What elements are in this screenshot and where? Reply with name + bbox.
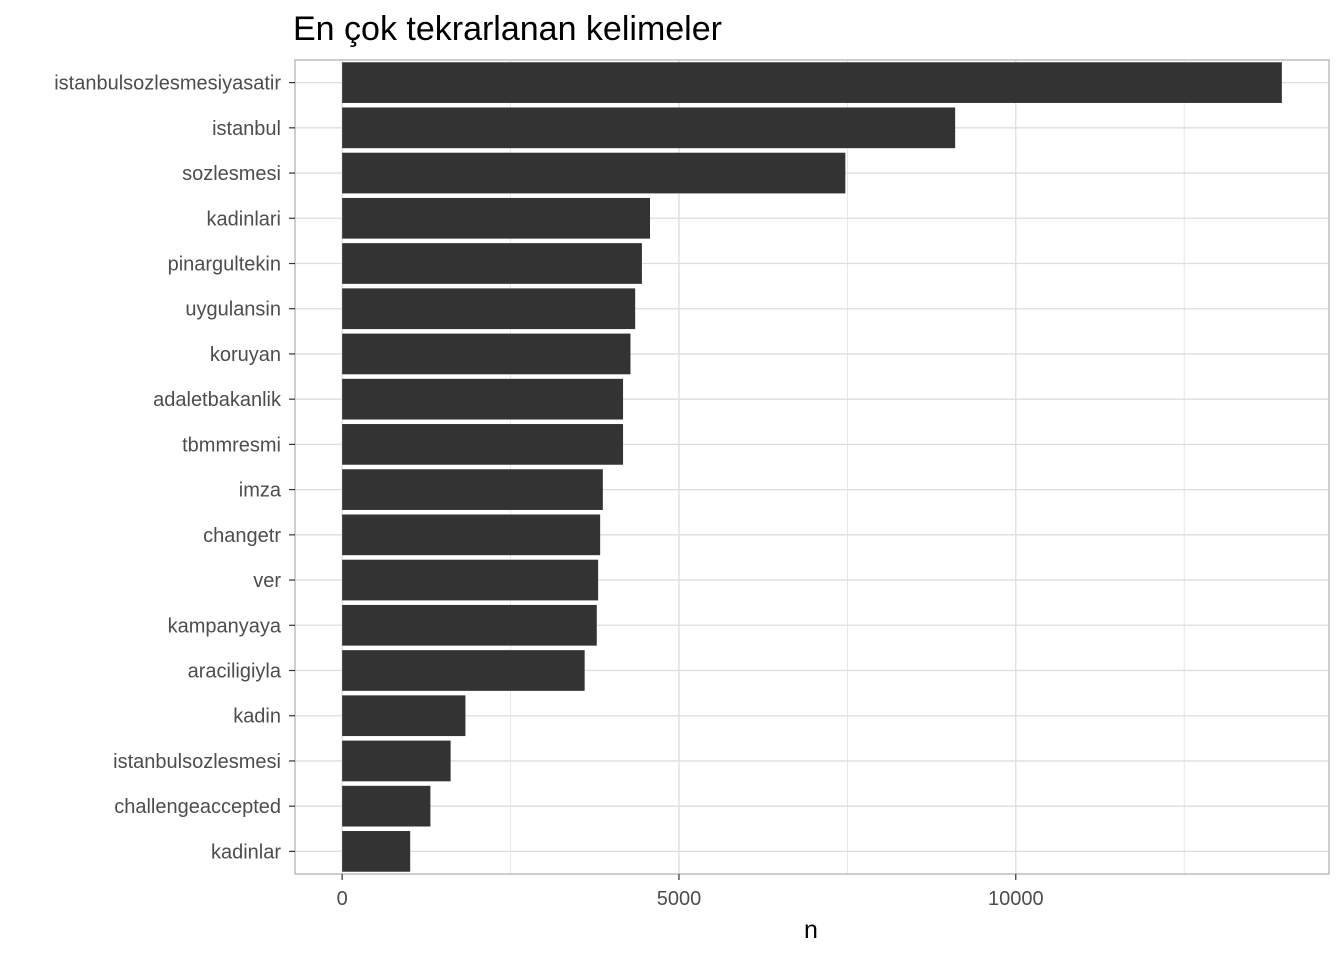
bars (342, 62, 1282, 872)
category-label: uygulansin (185, 299, 281, 321)
category-label: kampanyaya (168, 615, 282, 637)
bar-araciligiyla (342, 650, 585, 691)
category-labels: istanbulsozlesmesiyasatiristanbulsozlesm… (54, 73, 295, 863)
bar-challengeaccepted (342, 785, 431, 827)
category-label: sozlesmesi (182, 163, 281, 185)
category-label: koruyan (210, 344, 281, 366)
x-axis-title: n (804, 916, 818, 944)
bar-kampanyaya (342, 604, 597, 646)
x-tick-label: 0 (337, 888, 348, 910)
bar-istanbulsozlesmesi (342, 740, 451, 782)
category-label: adaletbakanlik (153, 389, 282, 411)
bar-changetr (342, 514, 601, 556)
category-label: istanbulsozlesmesiyasatir (54, 73, 281, 95)
category-label: kadinlari (207, 208, 281, 230)
category-label: kadin (233, 706, 281, 728)
bar-koruyan (342, 333, 631, 375)
category-label: istanbul (212, 118, 281, 140)
category-label: tbmmresmi (182, 434, 281, 456)
x-tick-label: 10000 (988, 888, 1044, 910)
bar-kadinlar (342, 831, 411, 872)
chart-title: En çok tekrarlanan kelimeler (293, 10, 722, 48)
panel-border (294, 59, 1330, 875)
category-label: imza (239, 480, 282, 502)
bar-istanbul (342, 107, 956, 149)
category-label: kadinlar (211, 841, 281, 863)
bar-tbmmresmi (342, 424, 624, 465)
bar-adaletbakanlik (342, 378, 624, 420)
bar-uygulansin (342, 288, 636, 330)
bar-kadin (342, 695, 466, 737)
bar-istanbulsozlesmesiyasatir (342, 62, 1282, 103)
bar-ver (342, 559, 599, 601)
x-axis-ticks: 0 5000 10000 (337, 874, 1044, 910)
category-label: ver (253, 570, 281, 592)
x-tick-label: 5000 (657, 888, 702, 910)
category-label: challengeaccepted (114, 796, 281, 818)
bar-pinargultekin (342, 243, 642, 284)
category-label: changetr (203, 525, 281, 547)
bar-sozlesmesi (342, 152, 846, 194)
bar-imza (342, 469, 603, 510)
bar-kadinlari (342, 197, 650, 239)
category-label: istanbulsozlesmesi (113, 751, 281, 773)
category-label: pinargultekin (168, 254, 281, 276)
category-label: araciligiyla (188, 661, 282, 683)
